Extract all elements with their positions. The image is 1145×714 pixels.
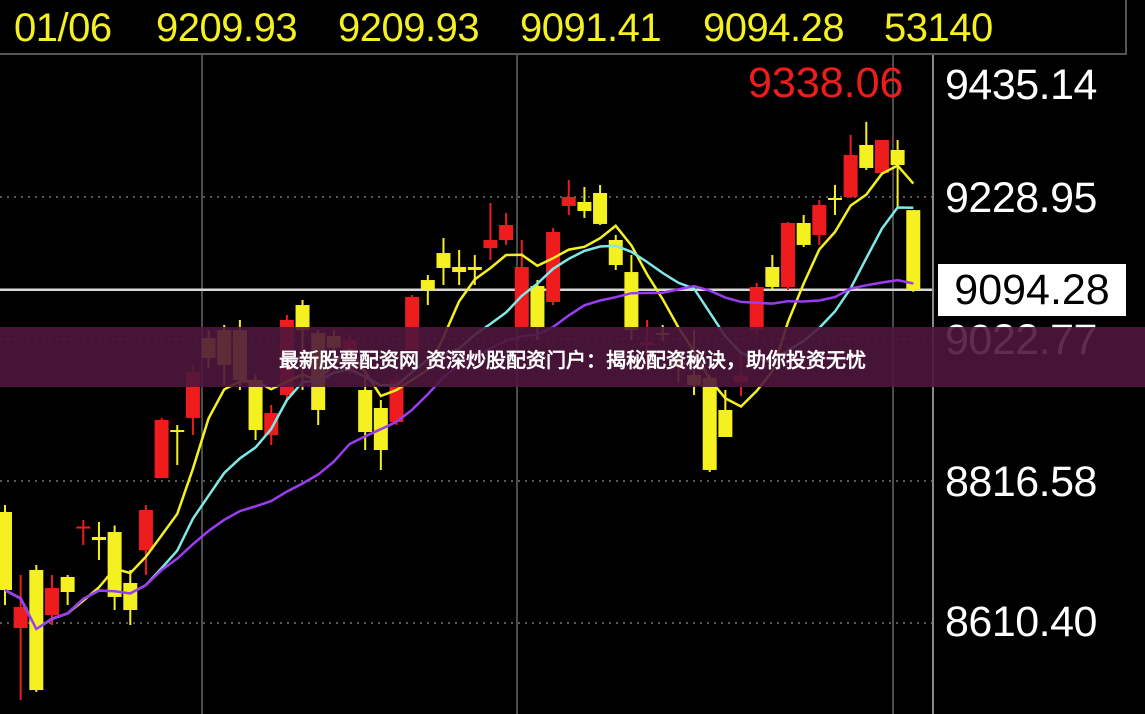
candle-down	[358, 390, 373, 433]
candle-down	[530, 286, 545, 327]
candle-down	[107, 532, 122, 597]
candle-down	[593, 192, 608, 224]
header-volume: 53140	[884, 6, 993, 50]
candle-down	[248, 380, 263, 431]
candle-down	[859, 144, 874, 168]
candle-down	[295, 305, 310, 331]
candle-down	[827, 197, 842, 200]
candle-up	[561, 196, 576, 206]
max-price-label: 9338.06	[748, 59, 904, 107]
candle-down	[906, 210, 921, 290]
candle-down	[718, 409, 733, 437]
candle-down	[765, 267, 780, 287]
y-tick-label: 8816.58	[945, 458, 1097, 506]
last-price-label: 9094.28	[938, 264, 1126, 316]
header-close: 9094.28	[703, 6, 845, 50]
banner-text: 最新股票配资网 资深炒股配资门户：揭秘配资秘诀，助你投资无忧	[279, 348, 866, 372]
candle-down	[420, 280, 435, 291]
candle-down	[452, 267, 467, 273]
candle-up	[13, 607, 28, 629]
candle-up	[483, 240, 498, 248]
candle-down	[60, 577, 75, 593]
candle-down	[608, 240, 623, 266]
candle-down	[467, 267, 482, 270]
candle-down	[702, 378, 717, 470]
header-date: 01/06	[14, 6, 112, 50]
ohlc-header: 01/06 9209.93 9209.93 9091.41 9094.28 53…	[0, 0, 1127, 55]
candle-down	[436, 253, 451, 268]
candle-up	[812, 205, 827, 235]
candle-up	[138, 509, 153, 551]
y-tick-label: 9435.14	[945, 61, 1097, 109]
ma5-line	[4, 164, 915, 631]
candle-down	[577, 201, 592, 212]
candle-up	[499, 224, 514, 241]
candle-up	[781, 222, 795, 287]
overlay-banner: 最新股票配资网 资深炒股配资门户：揭秘配资秘诀，助你投资无忧	[0, 327, 1145, 387]
candle-down	[796, 222, 811, 245]
candle-up	[76, 526, 91, 529]
header-open: 9209.93	[156, 6, 298, 50]
candle-down	[123, 582, 138, 610]
candle-up	[749, 286, 764, 331]
candle-down	[890, 149, 905, 166]
candle-down	[624, 272, 639, 331]
candle-up	[154, 419, 169, 479]
candle-up	[874, 140, 889, 173]
candle-down	[0, 511, 12, 591]
header-low: 9091.41	[520, 6, 662, 50]
header-high: 9209.93	[338, 6, 480, 50]
candle-up	[44, 588, 59, 616]
candle-down	[91, 536, 106, 541]
candle-up	[546, 232, 561, 302]
candle-up	[843, 155, 858, 197]
candle-up	[264, 413, 279, 435]
y-tick-label: 9228.95	[945, 174, 1097, 222]
candle-down	[170, 430, 185, 433]
y-tick-label: 8610.40	[945, 598, 1097, 646]
